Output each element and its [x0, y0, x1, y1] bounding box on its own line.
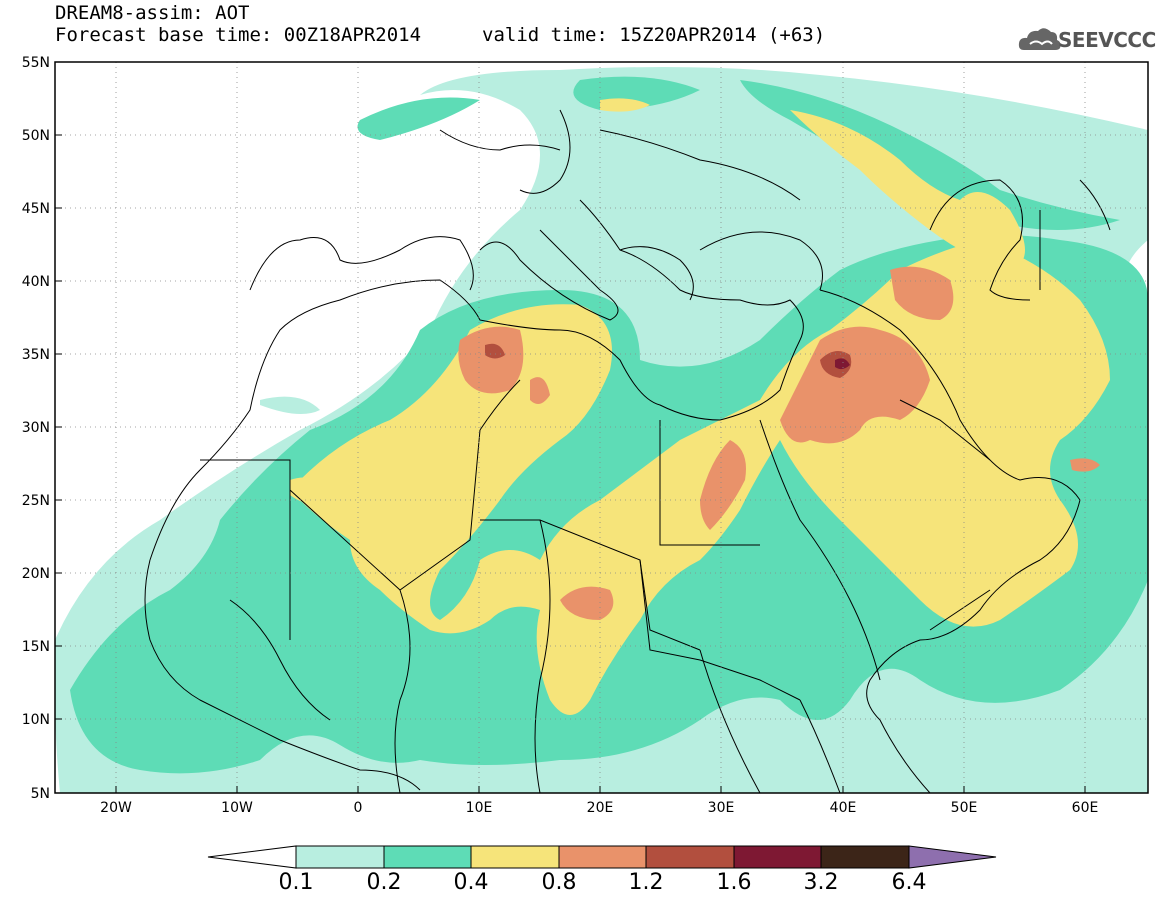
colorbar-label: 1.6: [716, 870, 752, 895]
colorbar-swatch: [645, 845, 735, 869]
colorbar-swatch: [820, 845, 910, 869]
colorbar-swatch: [733, 845, 822, 869]
colorbar-swatch: [295, 845, 385, 869]
lat-tick-label: 10N: [22, 712, 50, 728]
colorbar-swatch: [383, 845, 472, 869]
colorbar-label: 3.2: [803, 870, 839, 895]
aot-level-1.6: [835, 358, 850, 370]
colorbar-label: 0.4: [453, 870, 489, 895]
valid-time: valid time: 15Z20APR2014 (+63): [482, 24, 826, 46]
lon-tick-label: 20W: [100, 800, 132, 816]
colorbar-under-arrow: [207, 845, 297, 869]
lon-tick-label: 30E: [708, 800, 735, 816]
lat-tick-label: 20N: [22, 566, 50, 582]
colorbar-swatch: [558, 845, 647, 869]
colorbar: [207, 845, 997, 869]
lon-tick-label: 10E: [466, 800, 493, 816]
lat-tick-label: 35N: [22, 347, 50, 363]
seevccc-logo-text: SEEVCCC: [1058, 28, 1156, 52]
colorbar-label: 0.8: [541, 870, 577, 895]
lon-tick-label: 10W: [221, 800, 253, 816]
colorbar-label: 0.1: [278, 870, 314, 895]
lon-tick-label: 20E: [587, 800, 614, 816]
lat-tick-label: 45N: [22, 201, 50, 217]
lon-tick-label: 50E: [951, 800, 978, 816]
aot-field: [55, 62, 1148, 793]
lat-tick-label: 55N: [22, 55, 50, 71]
axis-ticks: [55, 134, 1086, 793]
grid: [55, 62, 1148, 793]
lat-tick-label: 25N: [22, 493, 50, 509]
lon-tick-label: 0: [354, 800, 363, 816]
cloud-icon: [1018, 28, 1061, 50]
colorbar-label: 6.4: [891, 870, 927, 895]
lat-tick-label: 30N: [22, 420, 50, 436]
forecast-base-time: Forecast base time: 00Z18APR2014: [55, 24, 422, 46]
lat-tick-label: 15N: [22, 639, 50, 655]
aot-level-0.8: [458, 326, 524, 394]
lat-tick-label: 50N: [22, 128, 50, 144]
lat-tick-label: 40N: [22, 274, 50, 290]
colorbar-over-arrow: [908, 845, 997, 869]
lat-tick-label: 5N: [31, 786, 50, 802]
colorbar-label: 0.2: [366, 870, 402, 895]
map-title: DREAM8-assim: AOT: [55, 2, 250, 24]
coastlines: [144, 109, 1111, 793]
colorbar-swatch: [470, 845, 560, 869]
lon-tick-label: 40E: [830, 800, 857, 816]
lon-tick-label: 60E: [1072, 800, 1099, 816]
colorbar-label: 1.2: [628, 870, 664, 895]
